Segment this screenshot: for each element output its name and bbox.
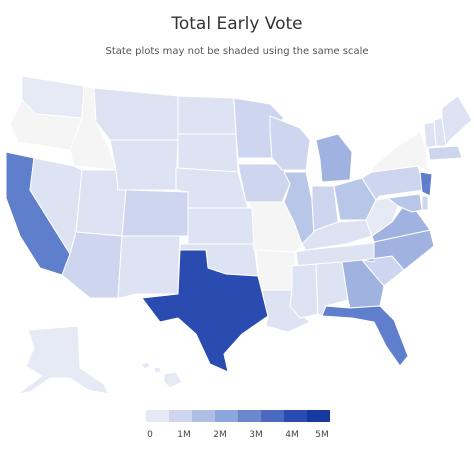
map-subtitle: State plots may not be shaded using the … (105, 46, 369, 57)
state-NJ[interactable] (419, 171, 433, 197)
legend-gradient-bar (146, 410, 330, 422)
state-AK[interactable] (17, 325, 109, 395)
state-CO[interactable] (121, 189, 189, 237)
state-MA[interactable] (427, 145, 463, 161)
state-WY[interactable] (109, 139, 179, 191)
legend-swatch (192, 410, 215, 422)
state-MD[interactable] (387, 193, 423, 213)
legend-swatch (215, 410, 238, 422)
state-MS[interactable] (289, 263, 319, 319)
state-FL[interactable] (321, 305, 409, 367)
state-WI[interactable] (269, 115, 311, 171)
legend-tick-3m: 3M (249, 430, 263, 440)
state-HI[interactable] (141, 361, 183, 389)
state-NC[interactable] (361, 229, 435, 271)
state-MT[interactable] (93, 87, 179, 141)
map-title: Total Early Vote (171, 14, 303, 34)
legend-tick-1m: 1M (177, 430, 191, 440)
legend-tick-0: 0 (147, 430, 153, 440)
legend-tick-5m: 5M (315, 430, 329, 440)
legend-swatch (238, 410, 261, 422)
state-ME[interactable] (441, 95, 473, 147)
state-SD[interactable] (177, 133, 239, 173)
state-IA[interactable] (237, 163, 291, 203)
state-ND[interactable] (177, 95, 237, 135)
state-DE[interactable] (421, 195, 429, 211)
legend-tick-4m: 4M (285, 430, 299, 440)
legend-swatch (261, 410, 284, 422)
state-TX[interactable] (141, 249, 269, 373)
legend-swatch (307, 410, 330, 422)
state-AR[interactable] (255, 249, 297, 291)
color-legend: 0 1M 2M 3M 4M 5M (146, 410, 330, 450)
legend-swatch (146, 410, 169, 422)
legend-swatch (284, 410, 307, 422)
state-NY[interactable] (371, 131, 429, 173)
legend-tick-2m: 2M (213, 430, 227, 440)
legend-swatch (169, 410, 192, 422)
state-MI[interactable] (315, 133, 353, 183)
state-NM[interactable] (117, 235, 181, 299)
state-KS[interactable] (187, 207, 255, 245)
